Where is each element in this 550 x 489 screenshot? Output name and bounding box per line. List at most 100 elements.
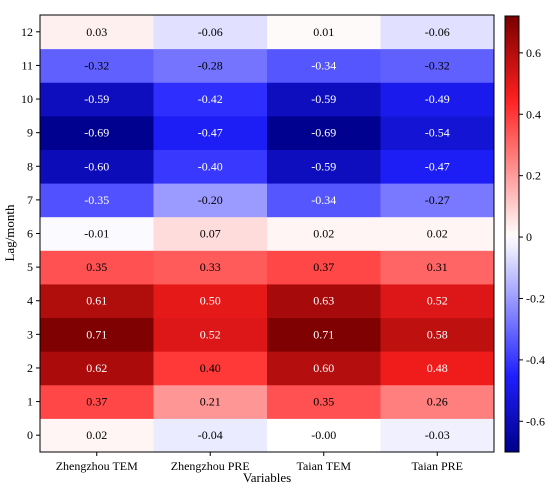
heatmap-cell — [380, 149, 495, 184]
cell-value-label: -0.32 — [84, 58, 109, 72]
heatmap-cell — [267, 317, 381, 352]
cell-value-label: 0.31 — [427, 260, 448, 274]
x-axis-ticks: Zhengzhou TEM Zhengzhou PRE Taian TEM Taian… — [56, 452, 463, 473]
colorbar — [504, 15, 520, 453]
cell-value-label: -0.35 — [84, 193, 109, 207]
cell-value-label: 0.35 — [86, 260, 107, 274]
y-tick-label: 4 — [27, 294, 33, 308]
cell-value-label: -0.06 — [425, 25, 450, 39]
heatmap-cell — [267, 384, 381, 419]
cell-value-label: 0.02 — [427, 227, 448, 241]
cell-value-label: 0.61 — [86, 294, 107, 308]
heatmap-cell — [380, 48, 495, 83]
heatmap-cell — [267, 149, 381, 184]
cell-value-label: -0.06 — [198, 25, 223, 39]
colorbar-tick-label: 0.6 — [526, 46, 541, 60]
heatmap-cell — [40, 250, 154, 285]
cell-value-label: -0.47 — [198, 126, 223, 140]
y-tick-label: 2 — [27, 361, 33, 375]
cell-value-label: -0.59 — [311, 92, 336, 106]
heatmap-cell — [380, 351, 495, 386]
cell-value-label: -0.49 — [425, 92, 450, 106]
cell-value-label: 0.52 — [200, 327, 221, 341]
cell-value-label: -0.34 — [311, 193, 336, 207]
cell-value-label: 0.60 — [313, 361, 334, 375]
cell-value-label: -0.03 — [425, 428, 450, 442]
heatmap-cell — [267, 183, 381, 218]
heatmap-cell — [40, 149, 154, 184]
cell-value-label: -0.28 — [198, 58, 223, 72]
y-tick-label: 9 — [27, 126, 33, 140]
cell-value-label: 0.02 — [313, 227, 334, 241]
y-tick-label: 0 — [27, 428, 33, 442]
y-tick-label: 8 — [27, 159, 33, 173]
heatmap-cell — [267, 418, 381, 453]
cell-value-label: 0.58 — [427, 327, 448, 341]
cell-value-label: -0.27 — [425, 193, 450, 207]
heatmap-cell — [267, 250, 381, 285]
cell-value-label: -0.69 — [311, 126, 336, 140]
cell-value-label: -0.60 — [84, 159, 109, 173]
cell-value-label: -0.34 — [311, 58, 336, 72]
cell-value-label: 0.02 — [86, 428, 107, 442]
heatmap-cell — [267, 48, 381, 83]
heatmap-cell — [153, 183, 268, 218]
heatmap-cell — [153, 15, 268, 50]
heatmap-cell — [267, 115, 381, 150]
y-tick-label: 7 — [27, 193, 33, 207]
cell-value-label: -0.42 — [198, 92, 223, 106]
heatmap-cell — [40, 82, 154, 117]
cell-value-label: 0.21 — [200, 395, 221, 409]
heatmap-cell — [153, 149, 268, 184]
cell-value-label: 0.50 — [200, 294, 221, 308]
y-tick-label: 6 — [27, 227, 33, 241]
cell-value-label: 0.63 — [313, 294, 334, 308]
colorbar-tick-label: -0.2 — [526, 291, 545, 305]
cell-value-label: 0.71 — [313, 327, 334, 341]
cell-value-label: 0.01 — [313, 25, 334, 39]
x-tick-label: Taian PRE — [412, 459, 464, 473]
y-tick-label: 11 — [21, 58, 33, 72]
heatmap-cell — [380, 384, 495, 419]
cell-value-label: 0.71 — [86, 327, 107, 341]
y-tick-label: 3 — [27, 327, 33, 341]
cell-value-label: 0.52 — [427, 294, 448, 308]
cell-value-label: 0.37 — [86, 395, 107, 409]
cell-value-label: 0.62 — [86, 361, 107, 375]
x-tick-label: Zhengzhou PRE — [171, 459, 250, 473]
heatmap-cell — [380, 216, 495, 251]
heatmap-cell — [153, 216, 268, 251]
cell-value-label: -0.59 — [311, 159, 336, 173]
cell-value-label: -0.69 — [84, 126, 109, 140]
cell-value-label: -0.04 — [198, 428, 223, 442]
heatmap-cell — [40, 317, 154, 352]
heatmap-cell — [40, 216, 154, 251]
heatmap-cell — [153, 384, 268, 419]
heatmap-cell — [40, 115, 154, 150]
x-axis-title: Variables — [243, 470, 291, 485]
heatmap-cell — [267, 351, 381, 386]
heatmap-cell — [40, 418, 154, 453]
heatmap-cell — [267, 82, 381, 117]
colorbar-tick-label: 0.2 — [526, 169, 541, 183]
heatmap-cell — [380, 418, 495, 453]
heatmap-cell-labels: 0.02 -0.04 -0.00 -0.03 0.37 0.21 0.35 0.26 0.62 0… — [84, 25, 450, 442]
cell-value-label: 0.07 — [200, 227, 221, 241]
heatmap-cell — [153, 82, 268, 117]
cell-value-label: 0.48 — [427, 361, 448, 375]
heatmap-cell — [267, 15, 381, 50]
heatmap-cell — [153, 418, 268, 453]
y-axis-title: Lag/month — [2, 204, 17, 262]
heatmap-cells — [40, 15, 495, 453]
heatmap-cell — [40, 48, 154, 83]
x-tick-label: Zhengzhou TEM — [56, 459, 138, 473]
heatmap-cell — [267, 216, 381, 251]
x-tick-label: Taian TEM — [296, 459, 351, 473]
heatmap-cell — [267, 283, 381, 319]
cell-value-label: -0.54 — [425, 126, 450, 140]
y-tick-label: 10 — [21, 92, 33, 106]
cell-value-label: -0.40 — [198, 159, 223, 173]
cell-value-label: 0.35 — [313, 395, 334, 409]
